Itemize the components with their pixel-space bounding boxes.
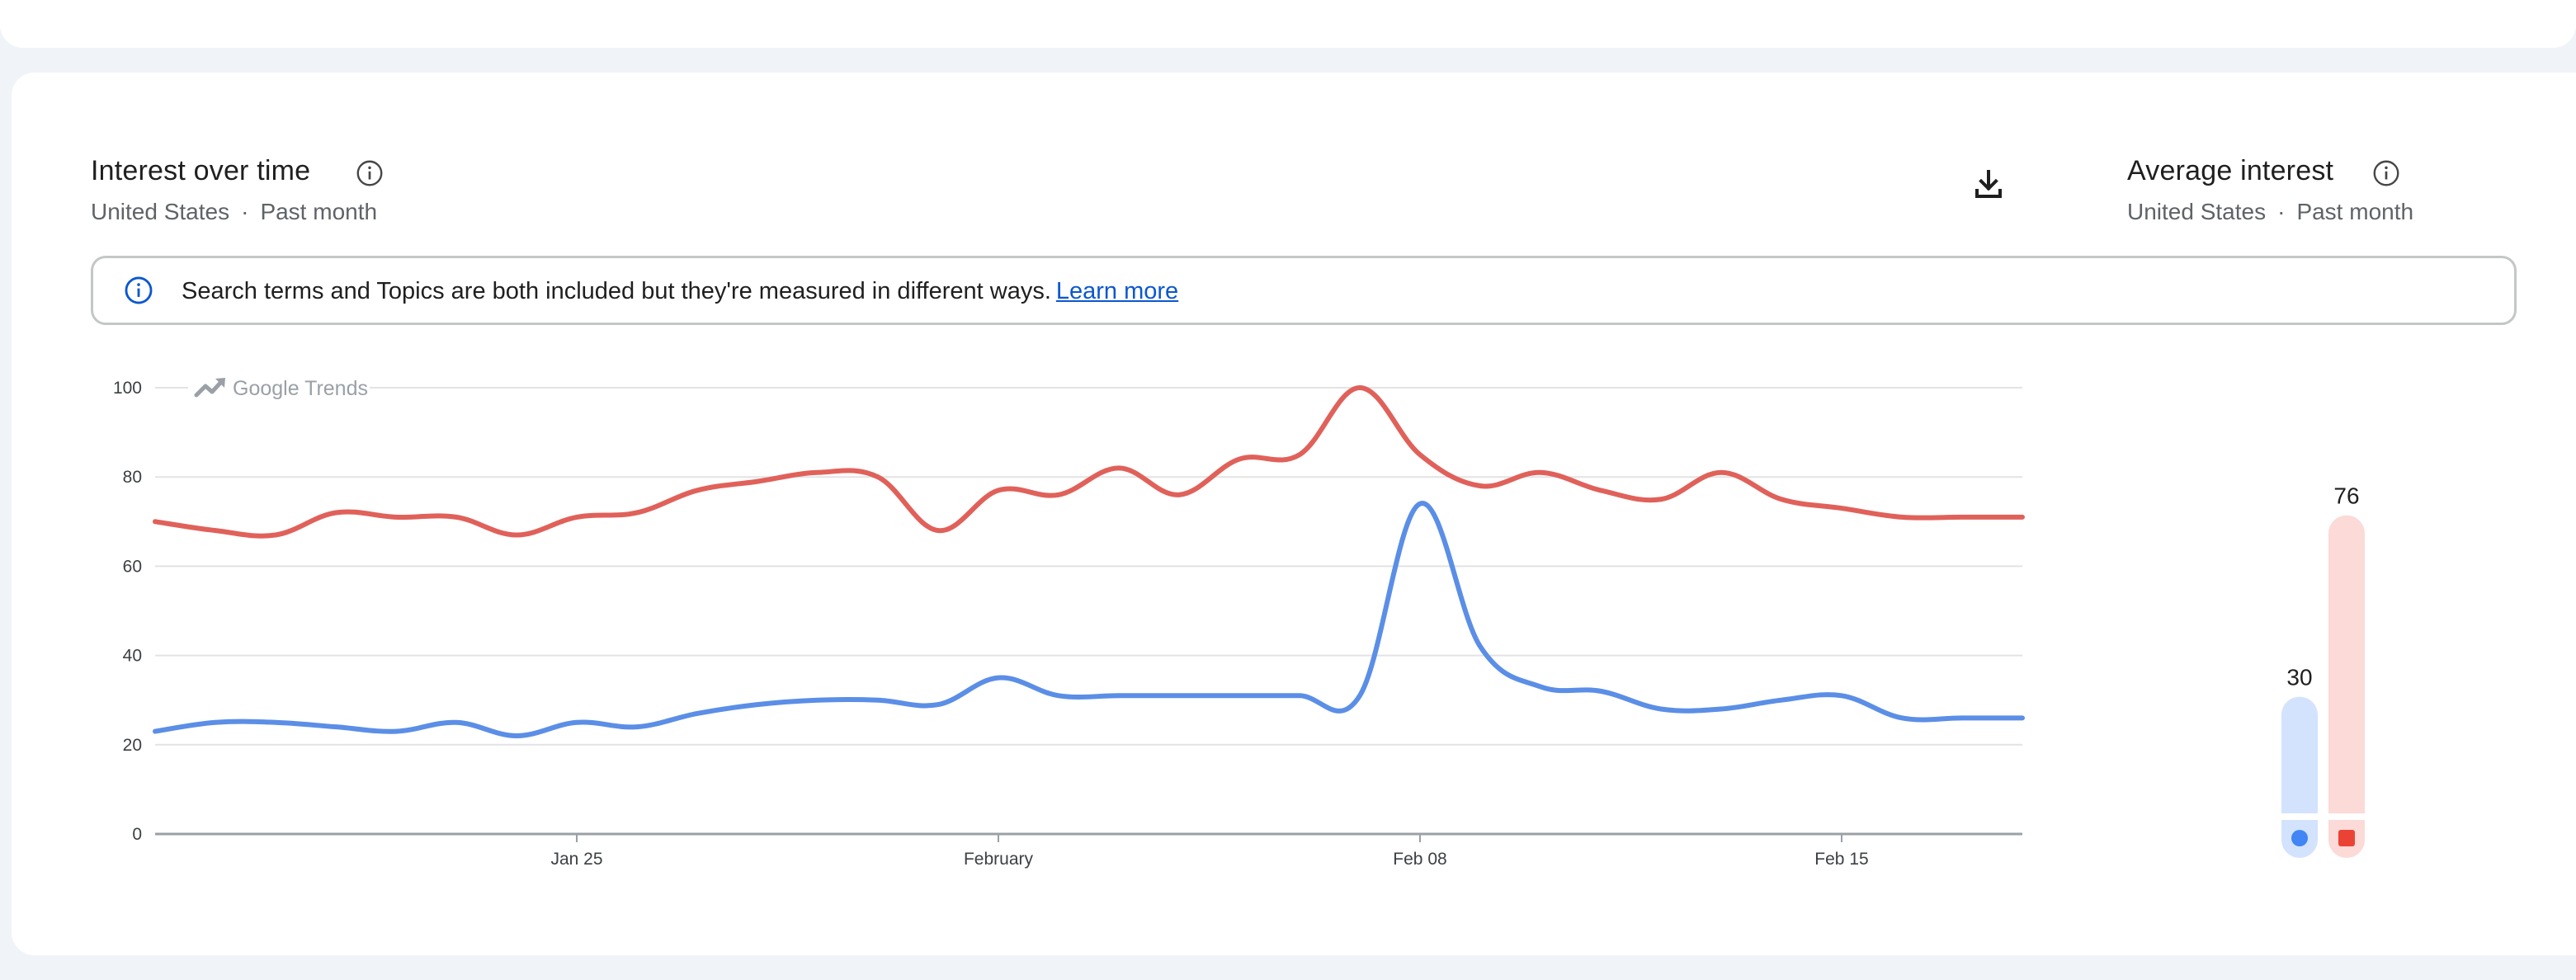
period-label: Past month [260, 199, 378, 224]
y-tick-label: 100 [113, 379, 142, 398]
info-banner: Search terms and Topics are both include… [91, 256, 2517, 325]
x-tick-label: February [964, 850, 1034, 869]
chart-subtitle: United States · Past month [91, 199, 378, 224]
info-icon [125, 276, 153, 304]
filter-bar [0, 0, 2576, 48]
y-tick-label: 0 [132, 825, 142, 844]
average-bar-red [2328, 515, 2365, 858]
average-value-label: 76 [2333, 483, 2359, 509]
info-icon[interactable] [2371, 158, 2401, 188]
average-title: Average interest [2127, 155, 2334, 186]
series-blue-line [153, 501, 2025, 738]
series-marker-circle [2291, 830, 2308, 846]
learn-more-link[interactable]: Learn more [1055, 278, 1179, 304]
average-subtitle: United States · Past month [2127, 199, 2414, 224]
trend-icon [194, 379, 224, 398]
y-tick-label: 60 [123, 557, 142, 576]
bar-separator [2328, 813, 2365, 820]
chart-title: Interest over time [91, 155, 311, 186]
y-tick-label: 40 [123, 647, 142, 666]
google-trends-watermark: Google Trends [233, 377, 368, 400]
x-tick-label: Feb 08 [1393, 850, 1446, 869]
period-label: Past month [2296, 199, 2414, 224]
region-label: United States [2127, 199, 2267, 224]
x-tick-label: Feb 15 [1814, 850, 1868, 869]
info-icon[interactable] [355, 158, 385, 188]
series-marker-square [2338, 830, 2355, 846]
region-label: United States [91, 199, 230, 224]
download-icon[interactable] [1969, 165, 2008, 205]
y-tick-label: 20 [123, 736, 142, 755]
y-tick-label: 80 [123, 468, 142, 487]
average-value-label: 30 [2286, 665, 2312, 690]
banner-message: Search terms and Topics are both include… [182, 278, 1178, 305]
trend-icon-arrow [215, 378, 225, 388]
bar-separator [2281, 813, 2318, 820]
series-red-line [153, 385, 2025, 539]
banner-text: Search terms and Topics are both include… [182, 278, 1051, 304]
x-tick-label: Jan 25 [550, 850, 602, 869]
